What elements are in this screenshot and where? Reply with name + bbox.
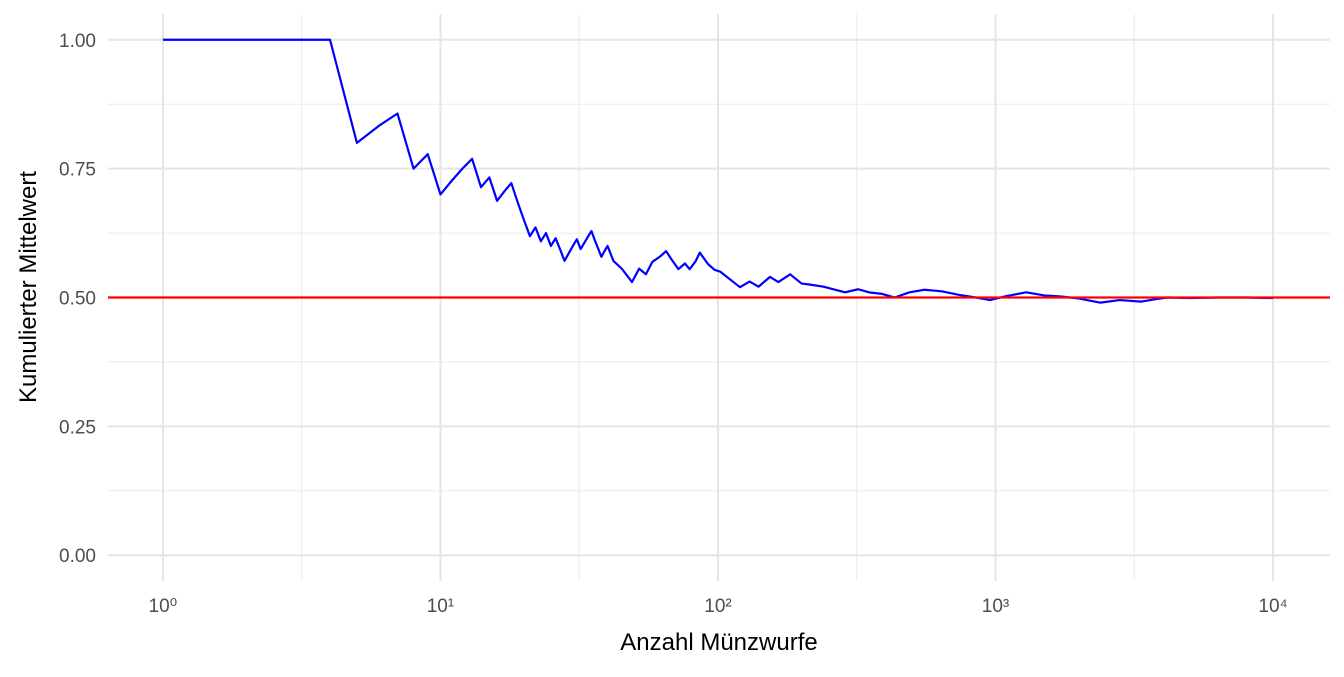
y-tick-label: 1.00 (59, 31, 96, 52)
y-tick-label: 0.50 (59, 289, 96, 310)
x-axis-label: Anzahl Münzwurfe (620, 629, 817, 656)
x-tick-label: 10² (704, 596, 731, 617)
x-tick-label: 10³ (982, 596, 1009, 617)
x-tick-label: 10¹ (427, 596, 454, 617)
x-tick-label: 10⁴ (1258, 596, 1287, 617)
y-axis-label: Kumulierter Mittelwert (15, 171, 42, 403)
x-tick-label: 10⁰ (149, 596, 178, 617)
y-tick-label: 0.00 (59, 546, 96, 567)
y-tick-label: 0.25 (59, 417, 96, 438)
y-tick-label: 0.75 (59, 160, 96, 181)
